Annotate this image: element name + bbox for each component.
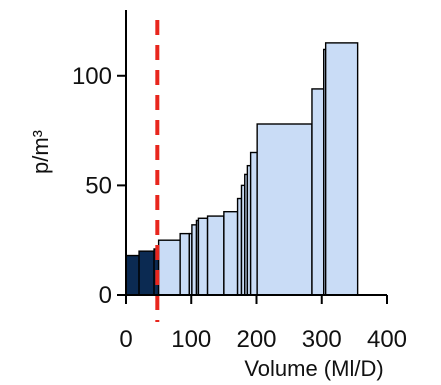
y-tick-label-0: 0 <box>99 282 112 309</box>
bar-option-16 <box>251 153 258 296</box>
x-tick-label-400: 400 <box>367 326 407 353</box>
x-ticks-group: 0 100 200 300 400 <box>119 295 407 353</box>
bar-option-10 <box>208 216 224 295</box>
x-tick-label-200: 200 <box>236 326 276 353</box>
bar-option-17 <box>257 124 312 295</box>
y-tick-label-50: 50 <box>85 172 112 199</box>
bar-option-5 <box>180 234 189 295</box>
bar-option-20 <box>326 43 358 295</box>
bars-group <box>126 43 358 295</box>
bar-existing-2 <box>139 251 154 295</box>
x-axis-title: Volume (Ml/D) <box>244 356 383 381</box>
bar-existing-1 <box>126 256 139 295</box>
bar-option-11 <box>224 212 238 295</box>
x-tick-label-100: 100 <box>171 326 211 353</box>
bar-option-4 <box>159 240 181 295</box>
x-tick-label-300: 300 <box>302 326 342 353</box>
bar-option-18 <box>312 89 324 295</box>
x-tick-label-0: 0 <box>119 326 132 353</box>
y-ticks-group: 0 50 100 <box>72 63 126 309</box>
bar-option-9 <box>198 218 207 295</box>
y-tick-label-100: 100 <box>72 63 112 90</box>
y-axis-title: p/m³ <box>28 130 53 174</box>
